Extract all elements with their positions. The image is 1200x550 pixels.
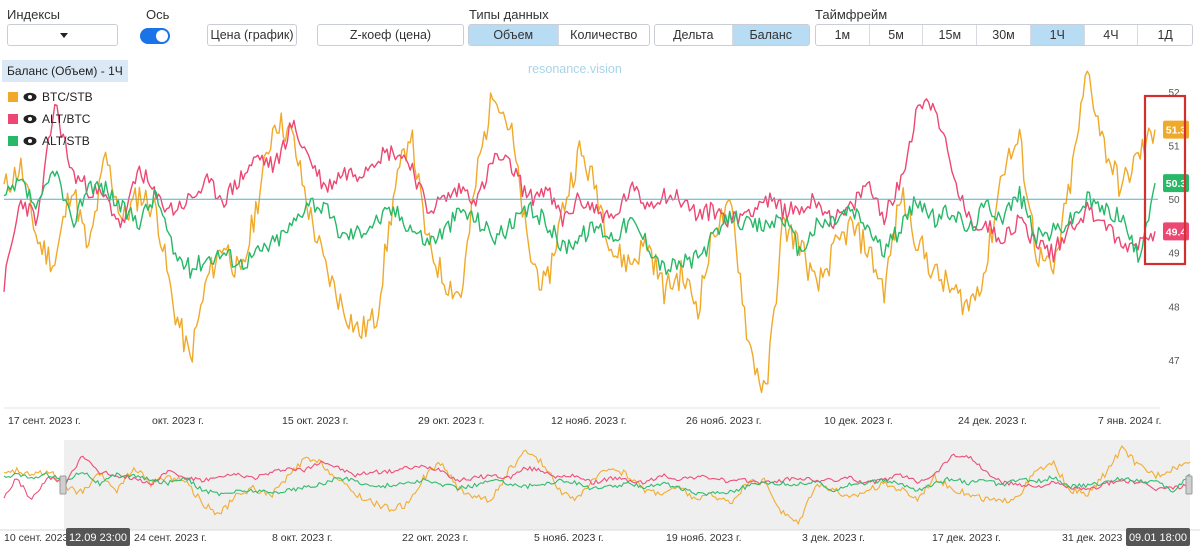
x-tick-label: 17 сент. 2023 г. [8, 415, 81, 427]
mode-selector: Дельта Баланс [654, 24, 810, 46]
timeframe-label: Таймфрейм [815, 7, 888, 22]
navigator-chart[interactable]: 10 сент. 2023 г. 24 сент. 2023 г. 8 окт. 2… [0, 432, 1200, 550]
axis-toggle[interactable] [140, 28, 170, 44]
eye-icon[interactable] [23, 136, 37, 146]
y-tick-label: 49 [1168, 249, 1180, 260]
last-value-label: 49.4 [1166, 226, 1187, 238]
navigator-x-tick-label: 17 дек. 2023 г. [932, 532, 1001, 544]
timeframe-1h[interactable]: 1Ч [1030, 25, 1085, 45]
navigator-series-btc-stb [3, 445, 1191, 526]
watermark: resonance.vision [528, 62, 622, 76]
highlight-box [1143, 94, 1187, 266]
last-value-badge [1163, 120, 1189, 139]
timeframe-5m[interactable]: 5м [870, 25, 924, 45]
y-tick-label: 50 [1168, 195, 1180, 206]
x-tick-label: 12 нояб. 2023 г. [551, 415, 627, 427]
navigator-x-tick-label: 5 нояб. 2023 г. [534, 532, 604, 544]
indices-select[interactable] [7, 24, 118, 46]
main-chart-panel[interactable]: 47 48 49 50 51 52 17 сент. 2023 г. окт. 2023 г.… [0, 58, 1200, 430]
eye-icon[interactable] [23, 114, 37, 124]
navigator-x-tick-label: 19 нояб. 2023 г. [666, 532, 742, 544]
x-tick-label: 29 окт. 2023 г. [418, 415, 484, 427]
legend-label: ALT/BTC [42, 112, 91, 126]
timeframe-selector: 1м 5м 15м 30м 1Ч 4Ч 1Д [815, 24, 1193, 46]
range-end-label: 09.01 18:00 [1129, 532, 1187, 544]
zcoef-button[interactable]: Z-коеф (цена) [317, 24, 464, 46]
navigator-x-tick-label: 10 сент. 2023 г. [4, 532, 77, 544]
x-tick-label: 10 дек. 2023 г. [824, 415, 893, 427]
legend-label: ALT/STB [42, 134, 90, 148]
y-tick-label: 48 [1168, 302, 1180, 313]
main-chart[interactable]: 47 48 49 50 51 52 17 сент. 2023 г. окт. 2023 г.… [0, 58, 1200, 430]
last-value-badge [1163, 174, 1189, 193]
mode-delta[interactable]: Дельта [655, 25, 733, 45]
timeframe-4h[interactable]: 4Ч [1085, 25, 1139, 45]
last-value-label: 51.3 [1166, 125, 1187, 137]
navigator-x-tick-label: 3 дек. 2023 г. [802, 532, 865, 544]
legend-item-alt-stb[interactable]: ALT/STB [8, 130, 93, 152]
data-type-volume[interactable]: Объем [469, 25, 559, 45]
x-tick-label: 15 окт. 2023 г. [282, 415, 348, 427]
timeframe-1d[interactable]: 1Д [1157, 28, 1173, 42]
y-tick-label: 52 [1168, 88, 1180, 99]
x-tick-label: 26 нояб. 2023 г. [686, 415, 762, 427]
toggle-knob [156, 30, 168, 42]
last-value-label: 50.3 [1166, 178, 1187, 190]
navigator-series-alt-stb [3, 472, 1191, 497]
eye-icon[interactable] [23, 92, 37, 102]
last-value-badge [1163, 222, 1189, 241]
timeframe-30m[interactable]: 30м [977, 25, 1031, 45]
legend-swatch [8, 92, 18, 102]
legend-swatch [8, 136, 18, 146]
navigator-right-handle [1185, 475, 1193, 495]
price-chart-button[interactable]: Цена (график) [207, 24, 297, 46]
navigator-x-tick-label: 8 окт. 2023 г. [272, 532, 333, 544]
x-tick-label: окт. 2023 г. [152, 415, 204, 427]
navigator-series-alt-btc [3, 453, 1191, 501]
range-end-badge [1126, 528, 1190, 546]
data-type-count[interactable]: Количество [570, 28, 638, 42]
range-start-label: 12.09 23:00 [69, 532, 127, 544]
data-types-label: Типы данных [469, 7, 549, 22]
chevron-down-icon [60, 33, 68, 38]
navigator-x-tick-label: 31 дек. 2023 г. [1062, 532, 1131, 544]
series-line-alt-btc [3, 98, 1156, 292]
legend-swatch [8, 114, 18, 124]
legend-label: BTC/STB [42, 90, 93, 104]
chart-title: Баланс (Объем) - 1Ч [2, 60, 128, 82]
legend-item-alt-btc[interactable]: ALT/BTC [8, 108, 93, 130]
range-start-badge [66, 528, 130, 546]
series-line-btc-stb [3, 70, 1156, 394]
y-tick-label: 51 [1168, 142, 1180, 153]
legend-item-btc-stb[interactable]: BTC/STB [8, 86, 93, 108]
timeframe-15m[interactable]: 15м [923, 25, 978, 45]
navigator-panel[interactable]: 10 сент. 2023 г. 24 сент. 2023 г. 8 окт. 2… [0, 432, 1200, 550]
timeframe-1m[interactable]: 1м [816, 25, 870, 45]
navigator-selection [64, 440, 1190, 530]
indices-label: Индексы [7, 7, 61, 22]
chart-legend: BTC/STB ALT/BTC ALT/STB [8, 86, 93, 152]
navigator-left-handle [59, 475, 67, 495]
axis-label: Ось [146, 7, 170, 22]
data-types-selector: Объем Количество [468, 24, 650, 46]
y-tick-label: 47 [1168, 356, 1180, 367]
x-tick-label: 24 дек. 2023 г. [958, 415, 1027, 427]
mode-balance[interactable]: Баланс [732, 25, 809, 45]
series-line-alt-stb [3, 170, 1156, 279]
x-tick-label: 7 янв. 2024 г. [1098, 415, 1161, 427]
navigator-x-tick-label: 22 окт. 2023 г. [402, 532, 468, 544]
navigator-x-tick-label: 24 сент. 2023 г. [134, 532, 207, 544]
